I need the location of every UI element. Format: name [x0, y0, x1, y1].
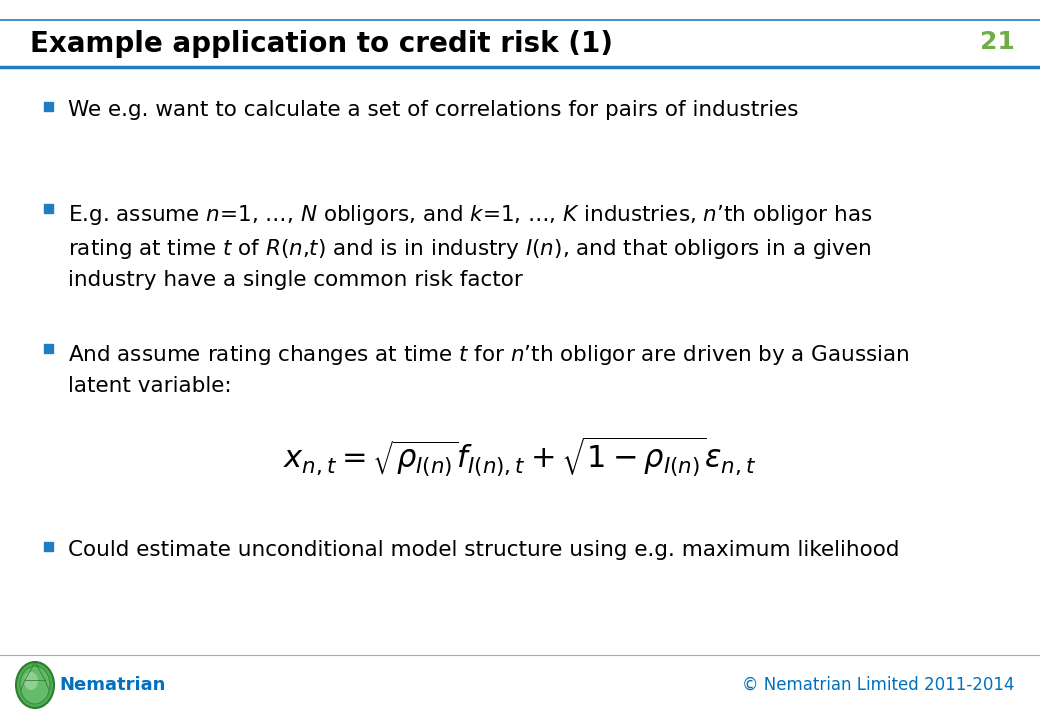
Ellipse shape — [24, 672, 38, 690]
Text: Could estimate unconditional model structure using e.g. maximum likelihood: Could estimate unconditional model struc… — [68, 540, 900, 560]
Text: © Nematrian Limited 2011-2014: © Nematrian Limited 2011-2014 — [743, 676, 1015, 694]
Text: $x_{n,t} = \sqrt{\rho_{I(n)}}f_{I(n),t} + \sqrt{1-\rho_{I(n)}}\varepsilon_{n,t}$: $x_{n,t} = \sqrt{\rho_{I(n)}}f_{I(n),t} … — [283, 435, 757, 480]
Bar — [44, 343, 52, 353]
Ellipse shape — [20, 666, 50, 704]
Text: 21: 21 — [980, 30, 1015, 54]
Ellipse shape — [16, 662, 54, 708]
Text: E.g. assume $n$=1, …, $N$ obligors, and $k$=1, …, $K$ industries, $n$’th obligor: E.g. assume $n$=1, …, $N$ obligors, and … — [68, 202, 873, 289]
Text: Nematrian: Nematrian — [59, 676, 165, 694]
Text: And assume rating changes at time $t$ for $n$’th obligor are driven by a Gaussia: And assume rating changes at time $t$ fo… — [68, 342, 910, 396]
Bar — [44, 204, 52, 212]
Bar — [44, 102, 52, 110]
Text: Example application to credit risk (1): Example application to credit risk (1) — [30, 30, 613, 58]
Bar — [44, 541, 52, 551]
Text: We e.g. want to calculate a set of correlations for pairs of industries: We e.g. want to calculate a set of corre… — [68, 100, 799, 120]
